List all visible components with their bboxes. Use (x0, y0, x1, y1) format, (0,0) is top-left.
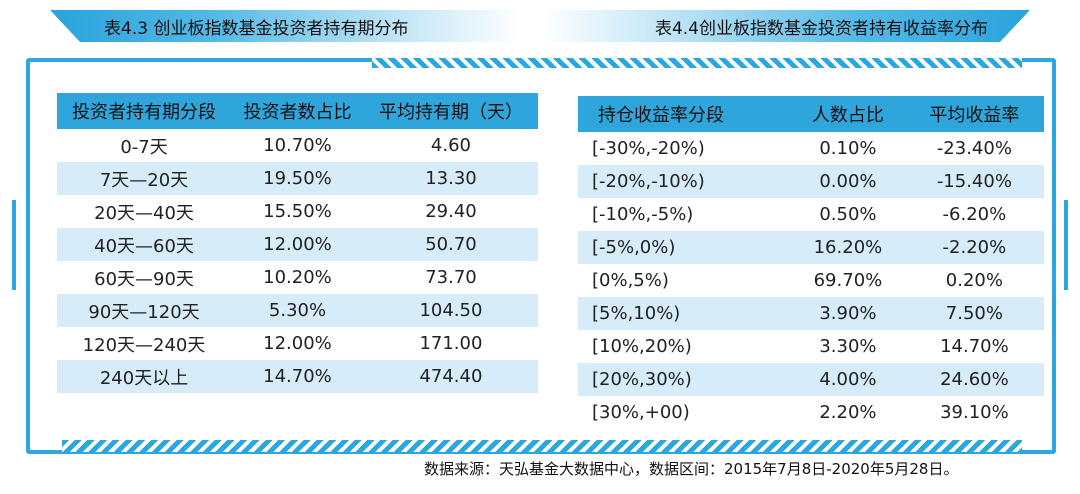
table-cell: -6.20% (942, 204, 1007, 225)
table-cell: 73.70 (425, 267, 477, 288)
table-cell: 0-7天 (120, 136, 168, 158)
table-row: 20天—40天 15.50% 29.40 (57, 195, 538, 228)
table-cell: [-20%,-10%) (578, 165, 792, 198)
table-cell: 10.20% (263, 267, 332, 288)
table-cell: 12.00% (263, 333, 332, 354)
table-cell: 240天以上 (57, 360, 232, 393)
table-row: 90天—120天 5.30% 104.50 (57, 294, 538, 327)
table-cell: 69.70% (813, 270, 883, 291)
table-cell: 3.30% (819, 336, 877, 357)
table-row: 240天以上 14.70% 474.40 (57, 360, 538, 393)
decorative-stripes-top (372, 58, 1022, 68)
table-cell: 0.00% (791, 165, 905, 198)
table-cell: 12.00% (231, 228, 364, 261)
table-cell: 4.00% (791, 363, 905, 396)
column-header: 投资者持有期分段 (57, 93, 232, 129)
table-cell: [-10%,-5%) (592, 204, 694, 225)
table-cell: 2.20% (819, 402, 877, 423)
table-cell: -2.20% (904, 231, 1044, 264)
table-cell: 104.50 (363, 294, 538, 327)
table-cell: 16.20% (791, 231, 905, 264)
table-row: [-30%,-20%) 0.10% -23.40% (578, 132, 1044, 165)
table-cell: 13.30 (363, 162, 538, 195)
table-cell: 90天—120天 (57, 294, 232, 327)
table-cell: [30%,+00) (592, 402, 690, 423)
table-row: [10%,20%) 3.30% 14.70% (578, 330, 1044, 363)
table-cell: 4.60 (430, 135, 471, 156)
table-cell: 7天—20天 (57, 162, 232, 195)
right-table-title-text: 表4.4创业板指数基金投资者持有收益率分布 (654, 18, 988, 39)
table-cell: 24.60% (904, 363, 1044, 396)
column-header: 人数占比 (791, 96, 905, 132)
right-side-tick (1064, 200, 1068, 290)
table-row: 0-7天 10.70% 4.60 (57, 129, 538, 162)
column-header: 持仓收益率分段 (578, 96, 792, 132)
table-row: [30%,+00) 2.20% 39.10% (578, 396, 1044, 429)
table-cell: 29.40 (425, 201, 477, 222)
table-row: [20%,30%) 4.00% 24.60% (578, 363, 1044, 396)
table-cell: 5.30% (231, 294, 364, 327)
table-cell: -15.40% (904, 165, 1044, 198)
table-cell: 60天—90天 (94, 268, 194, 290)
table-header-row: 投资者持有期分段 投资者数占比 平均持有期（天） (57, 93, 538, 129)
return-rate-table: 持仓收益率分段 人数占比 平均收益率 [-30%,-20%) 0.10% -23… (578, 96, 1044, 429)
table-cell: 120天—240天 (82, 334, 206, 356)
table-row: 120天—240天 12.00% 171.00 (57, 327, 538, 360)
right-table-title: 表4.4创业板指数基金投资者持有收益率分布 (540, 10, 1030, 42)
decorative-stripes-bottom (62, 440, 1022, 452)
column-header: 平均收益率 (904, 96, 1044, 132)
table-cell: 14.70% (940, 336, 1009, 357)
data-source-note: 数据来源：天弘基金大数据中心，数据区间：2015年7月8日-2020年5月28日… (424, 460, 959, 478)
table-cell: 15.50% (263, 201, 332, 222)
table-cell: [-5%,0%) (578, 231, 792, 264)
table-row: [0%,5%) 69.70% 0.20% (578, 264, 1044, 297)
table-cell: [20%,30%) (578, 363, 792, 396)
holding-period-table: 投资者持有期分段 投资者数占比 平均持有期（天） 0-7天 10.70% 4.6… (57, 93, 538, 393)
table-row: [5%,10%) 3.90% 7.50% (578, 297, 1044, 330)
left-table-title: 表4.3 创业板指数基金投资者持有期分布 (50, 10, 520, 42)
table-cell: 14.70% (231, 360, 364, 393)
table-cell: 0.50% (819, 204, 877, 225)
table-cell: 20天—40天 (94, 202, 194, 224)
left-table-title-text: 表4.3 创业板指数基金投资者持有期分布 (104, 18, 409, 39)
table-cell: 0.10% (819, 138, 877, 159)
table-row: [-10%,-5%) 0.50% -6.20% (578, 198, 1044, 231)
table-cell: 19.50% (231, 162, 364, 195)
table-header-row: 持仓收益率分段 人数占比 平均收益率 (578, 96, 1044, 132)
table-row: 7天—20天 19.50% 13.30 (57, 162, 538, 195)
table-cell: 171.00 (419, 333, 483, 354)
table-cell: 40天—60天 (57, 228, 232, 261)
table-cell: 474.40 (363, 360, 538, 393)
table-row: [-5%,0%) 16.20% -2.20% (578, 231, 1044, 264)
table-cell: [5%,10%) (578, 297, 792, 330)
table-cell: 50.70 (363, 228, 538, 261)
table-cell: [10%,20%) (592, 336, 692, 357)
table-cell: 39.10% (940, 402, 1009, 423)
table-row: 60天—90天 10.20% 73.70 (57, 261, 538, 294)
table-cell: 0.20% (945, 270, 1003, 291)
column-header: 投资者数占比 (231, 93, 364, 129)
table-cell: 3.90% (791, 297, 905, 330)
table-cell: [-30%,-20%) (592, 138, 705, 159)
table-cell: [0%,5%) (592, 270, 669, 291)
column-header: 平均持有期（天） (363, 93, 538, 129)
table-cell: 7.50% (904, 297, 1044, 330)
table-row: 40天—60天 12.00% 50.70 (57, 228, 538, 261)
left-side-tick (12, 200, 16, 290)
table-cell: -23.40% (936, 138, 1012, 159)
table-row: [-20%,-10%) 0.00% -15.40% (578, 165, 1044, 198)
table-cell: 10.70% (263, 135, 332, 156)
